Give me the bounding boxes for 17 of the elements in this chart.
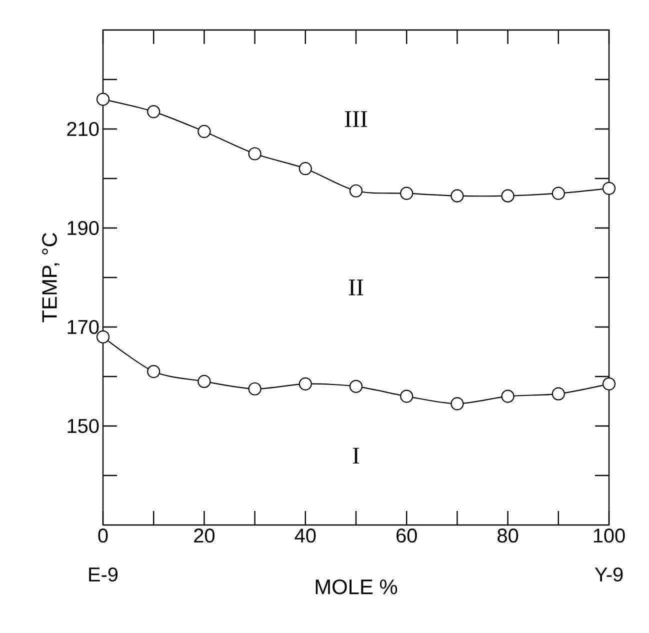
annotation: III bbox=[344, 111, 368, 127]
y-tick-label: 190 bbox=[68, 220, 99, 236]
x-tick-label: 20 bbox=[194, 528, 214, 543]
text: Y-9 bbox=[594, 567, 623, 582]
x-tick-label: 0 bbox=[98, 528, 108, 543]
annotation: I bbox=[352, 448, 360, 464]
y-axis-title: TEMP, °C bbox=[42, 233, 60, 322]
x-tick-label: 40 bbox=[294, 528, 316, 543]
x-tick-label: 60 bbox=[396, 528, 417, 543]
x-tick-label: 100 bbox=[594, 528, 625, 543]
x-tick-label: 80 bbox=[498, 528, 518, 543]
x-axis-title: MOLE % bbox=[316, 579, 398, 594]
annotation: II bbox=[348, 280, 364, 296]
y-tick-label: 170 bbox=[68, 320, 99, 334]
y-tick-label: 150 bbox=[68, 418, 99, 434]
y-tick-label: 210 bbox=[67, 122, 99, 136]
text: E-9 bbox=[89, 567, 118, 582]
